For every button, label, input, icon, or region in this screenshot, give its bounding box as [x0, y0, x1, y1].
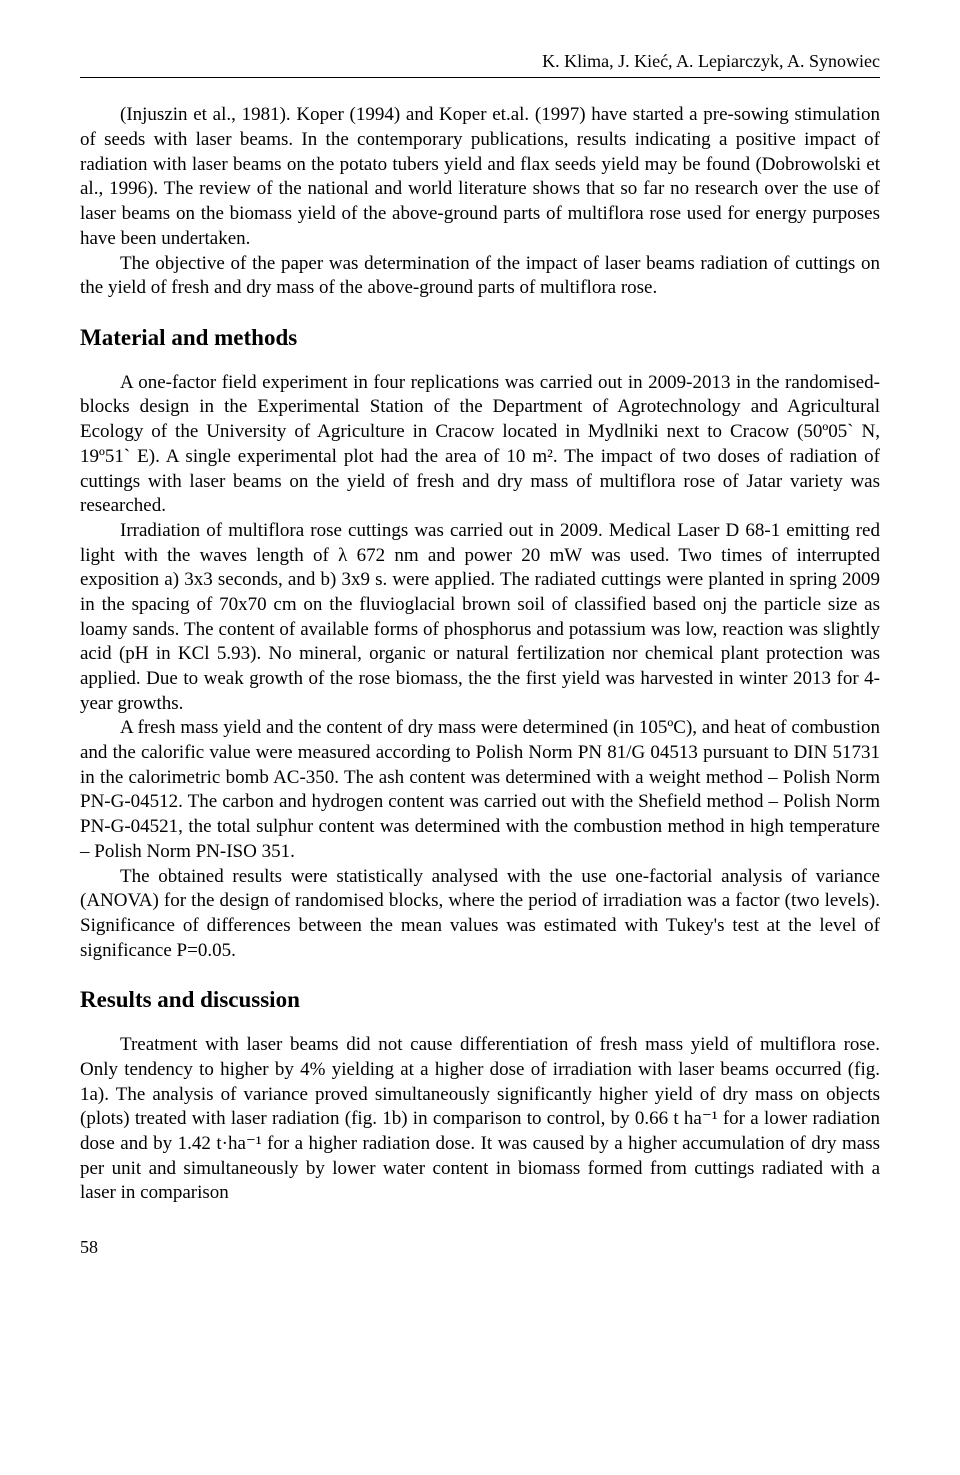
page-number: 58	[80, 1236, 880, 1259]
header-rule	[80, 77, 880, 78]
materials-heading: Material and methods	[80, 323, 880, 353]
results-heading: Results and discussion	[80, 985, 880, 1015]
materials-paragraph-1: A one-factor field experiment in four re…	[80, 371, 880, 519]
results-paragraph-1: Treatment with laser beams did not cause…	[80, 1033, 880, 1206]
materials-paragraph-2: Irradiation of multiflora rose cuttings …	[80, 519, 880, 717]
materials-paragraph-4: The obtained results were statistically …	[80, 865, 880, 964]
header-authors: K. Klima, J. Kieć, A. Lepiarczyk, A. Syn…	[80, 50, 880, 73]
intro-paragraph-2: The objective of the paper was determina…	[80, 252, 880, 301]
materials-paragraph-3: A fresh mass yield and the content of dr…	[80, 716, 880, 864]
intro-paragraph-1: (Injuszin et al., 1981). Koper (1994) an…	[80, 103, 880, 251]
